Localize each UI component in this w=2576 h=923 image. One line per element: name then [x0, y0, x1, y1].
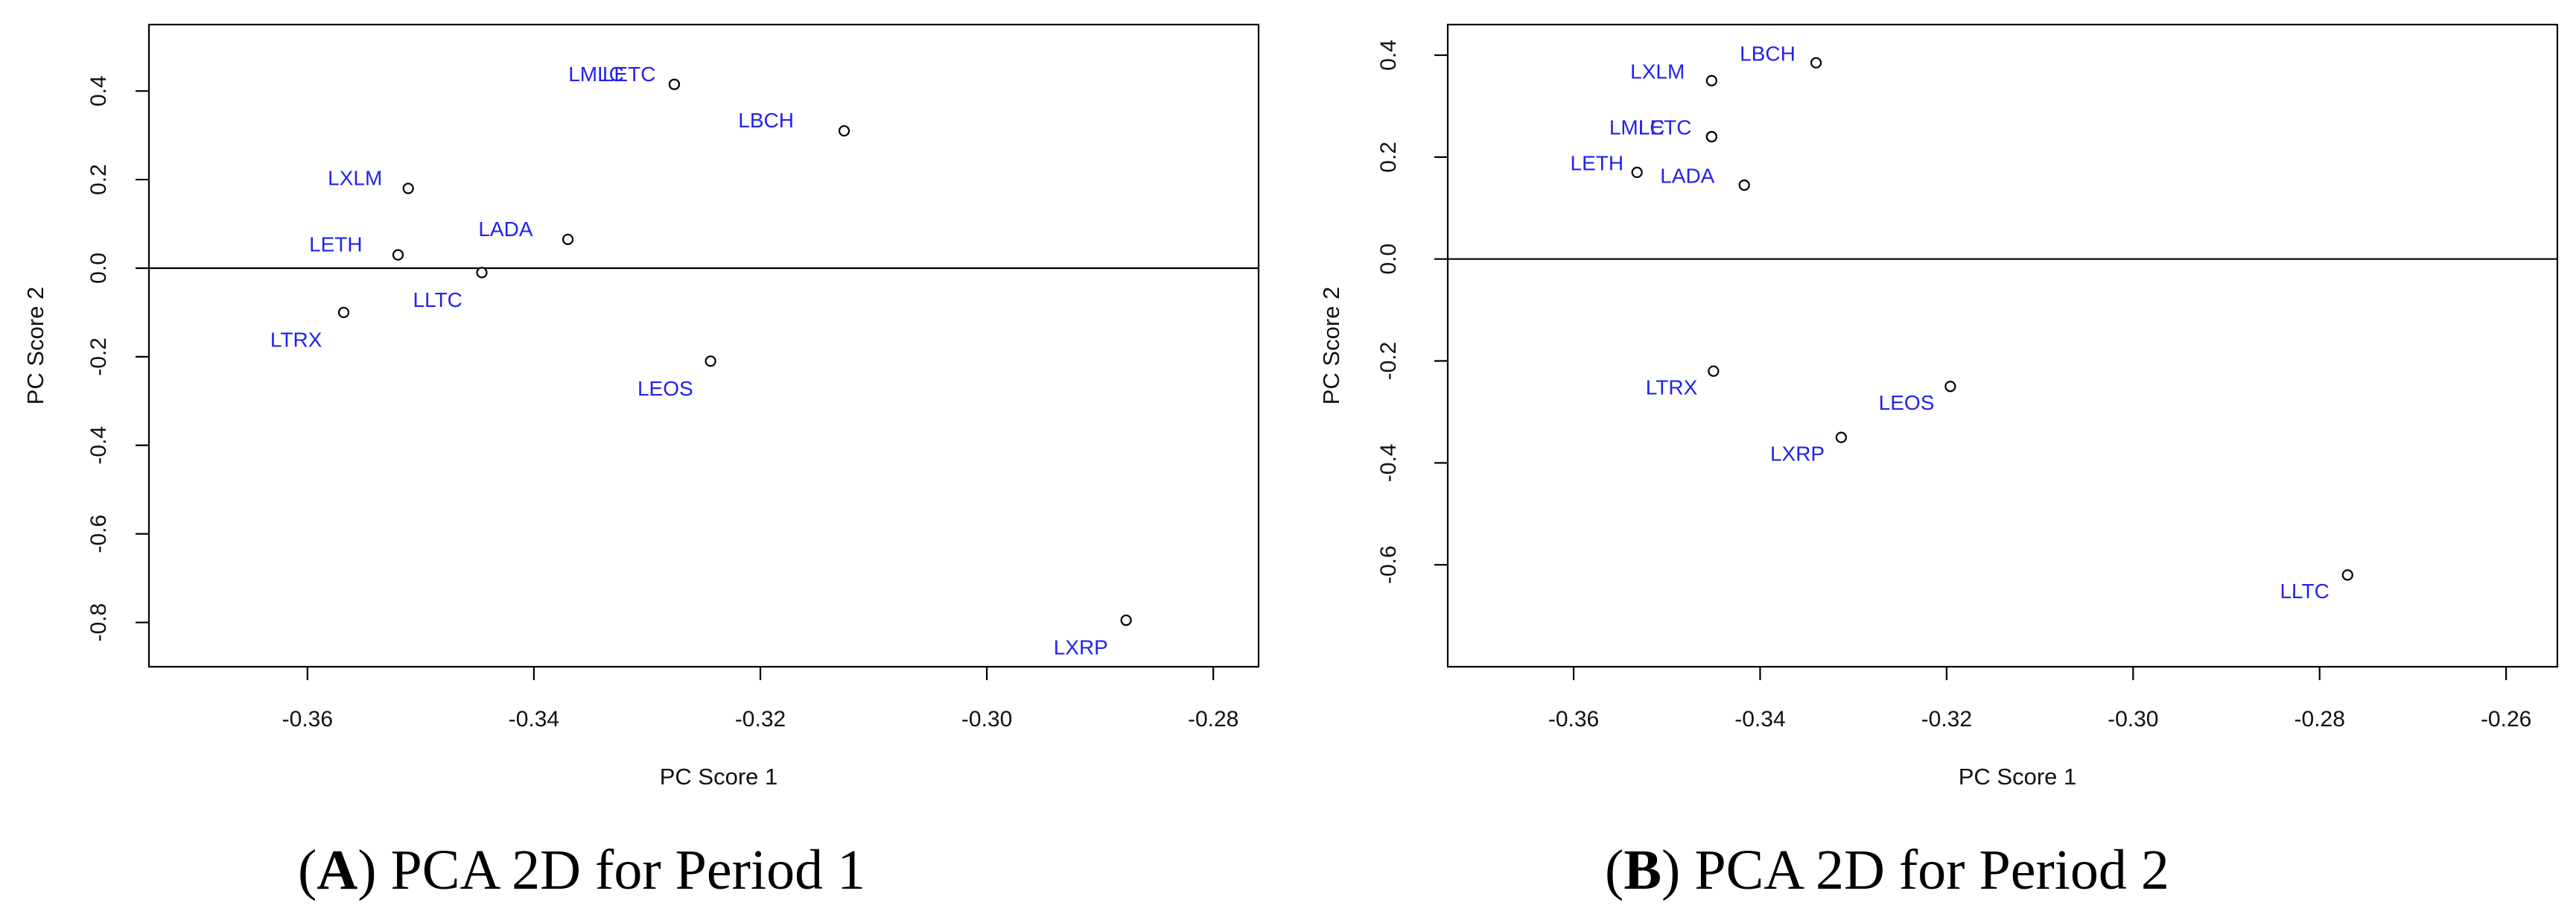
x-tick-label: -0.36 — [282, 707, 333, 732]
point-label-lada: LADA — [1660, 165, 1714, 188]
point-label-lxlm: LXLM — [1630, 60, 1685, 83]
plot-frame — [1446, 23, 2559, 668]
x-tick-label: -0.32 — [1921, 707, 1972, 732]
point-lxrp — [1835, 431, 1847, 443]
x-tick-label: -0.34 — [509, 707, 559, 732]
point-ltrx — [337, 306, 350, 319]
point-leos — [1944, 381, 1956, 393]
point-label-lada: LADA — [478, 218, 532, 241]
point-leos — [705, 355, 716, 367]
point-letc — [1705, 130, 1717, 143]
y-axis-label: PC Score 2 — [1318, 287, 1344, 405]
point-label-leth: LETH — [1571, 152, 1624, 175]
point-lltc — [476, 267, 488, 279]
point-label-leos: LEOS — [637, 377, 693, 400]
y-tick-label: -0.6 — [86, 515, 111, 554]
y-tick-label: -0.4 — [1376, 443, 1401, 482]
caption-a: (A) PCA 2D for Period 1 — [298, 839, 866, 901]
point-label-letc: LETC — [1638, 116, 1692, 139]
x-tick-label: -0.28 — [1188, 707, 1238, 732]
x-tick-label: -0.30 — [961, 707, 1012, 732]
point-label-lmlc: LMLC — [1609, 116, 1665, 139]
point-label-ltrx: LTRX — [270, 328, 322, 351]
x-tick-label: -0.36 — [1548, 707, 1599, 732]
point-lltc — [2341, 569, 2353, 581]
point-lxlm — [1705, 74, 1717, 86]
x-tick-label: -0.34 — [1734, 707, 1785, 732]
point-letc — [668, 78, 681, 90]
point-leth — [1631, 166, 1643, 178]
point-lada — [562, 233, 574, 245]
plot-frame — [147, 23, 1260, 668]
point-label-leth: LETH — [309, 233, 363, 256]
chart-b: -0.36 -0.34 -0.32 -0.30 -0.28 -0.26 0.4 0.2 0.0 -… — [1318, 23, 2559, 790]
point-label-ltrx: LTRX — [1646, 376, 1698, 399]
y-tick-label: 0.0 — [86, 253, 111, 284]
point-lbch — [838, 125, 850, 137]
caption-b: (B) PCA 2D for Period 2 — [1605, 839, 2169, 901]
point-lxrp — [1120, 614, 1132, 627]
point-lbch — [1810, 57, 1822, 69]
y-tick-label: 0.2 — [86, 164, 111, 195]
point-lada — [1738, 179, 1750, 191]
y-axis-label: PC Score 2 — [22, 287, 48, 405]
point-label-lltc: LLTC — [413, 288, 462, 311]
x-tick-label: -0.32 — [735, 707, 786, 732]
y-tick-label: 0.2 — [1376, 142, 1401, 173]
point-label-lxrp: LXRP — [1054, 636, 1108, 659]
y-tick-label: -0.4 — [86, 426, 111, 465]
point-label-lmlc: LMLC — [568, 63, 624, 86]
point-label-lltc: LLTC — [2280, 580, 2329, 603]
y-tick-label: -0.2 — [1376, 342, 1401, 381]
x-tick-label: -0.28 — [2294, 707, 2345, 732]
point-leth — [392, 249, 404, 261]
y-tick-label: 0.0 — [1376, 244, 1401, 275]
y-tick-label: -0.8 — [86, 603, 111, 642]
point-lxlm — [402, 183, 414, 194]
y-tick-label: 0.4 — [1376, 39, 1401, 71]
chart-a: -0.36 -0.34 -0.32 -0.30 -0.28 0.4 0.2 0.0 -0.2 -0… — [22, 23, 1260, 790]
point-label-letc: LETC — [602, 63, 656, 86]
point-label-lxlm: LXLM — [328, 166, 382, 189]
point-ltrx — [1708, 365, 1720, 377]
point-label-leos: LEOS — [1879, 391, 1935, 414]
x-axis-label: PC Score 1 — [660, 764, 778, 790]
point-label-lbch: LBCH — [738, 109, 794, 132]
x-tick-label: -0.26 — [2481, 707, 2531, 732]
x-axis-label: PC Score 1 — [1959, 764, 2077, 790]
x-tick-label: -0.30 — [2108, 707, 2158, 732]
y-tick-label: 0.4 — [86, 75, 111, 107]
y-tick-label: -0.2 — [86, 337, 111, 376]
point-label-lxrp: LXRP — [1770, 442, 1825, 465]
y-tick-label: -0.6 — [1376, 545, 1401, 584]
point-label-lbch: LBCH — [1740, 42, 1796, 65]
